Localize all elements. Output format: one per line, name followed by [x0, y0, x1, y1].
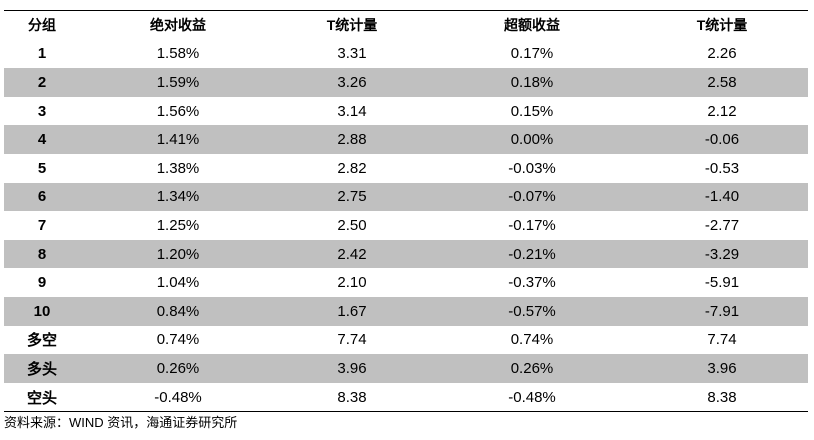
data-table: 分组 绝对收益 T统计量 超额收益 T统计量 1 1.58% 3.31 0.17% 2.26 2 1… [4, 10, 808, 413]
table-cell: 0.26% [428, 354, 636, 383]
table-cell: 9 [37, 274, 47, 292]
table-cell: -1.40 [636, 182, 808, 212]
table-row: 多空 0.74% 7.74 0.74% 7.74 [4, 326, 808, 355]
table-cell: 2.58 [636, 68, 808, 97]
table-cell: -2.77 [704, 216, 740, 234]
source-note: 资料来源：WIND 资讯，海通证券研究所 [4, 415, 238, 430]
table-row: 1 1.58% 3.31 0.17% 2.26 [4, 40, 808, 69]
table-cell: 0.26% [80, 354, 276, 383]
table-cell: 2.42 [276, 239, 428, 269]
header-cell: 分组 [28, 17, 56, 34]
table-cell: 0.74% [510, 331, 554, 349]
table-cell: 1.25% [156, 216, 200, 234]
table-cell: 6 [4, 182, 80, 212]
table-cell: 3.31 [337, 45, 367, 63]
header-row: 分组 绝对收益 T统计量 超额收益 T统计量 [4, 11, 808, 40]
table-row: 2 1.59% 3.26 0.18% 2.58 [4, 68, 808, 97]
table-cell: 2.88 [276, 125, 428, 154]
table-row: 3 1.56% 3.14 0.15% 2.12 [4, 97, 808, 126]
table-cell: 2.50 [337, 216, 367, 234]
table-cell: 1.20% [80, 239, 276, 269]
table-cell: 1 [37, 45, 47, 63]
table-cell: -0.48% [508, 388, 556, 406]
table-cell: 1.67 [276, 296, 428, 326]
table-cell: -5.91 [704, 274, 740, 292]
table-cell: 3.96 [276, 354, 428, 383]
table-row: 10 0.84% 1.67 -0.57% -7.91 [4, 296, 808, 326]
table-cell: 10 [4, 296, 80, 326]
table-cell: 4 [4, 125, 80, 154]
table-cell: 1.56% [156, 102, 200, 120]
table-cell: 0.15% [510, 102, 554, 120]
table-body: 1 1.58% 3.31 0.17% 2.26 2 1.59% 3.26 0.18% 2.58 3 1… [4, 40, 808, 412]
table-cell: 1.41% [80, 125, 276, 154]
table-cell: 8.38 [337, 388, 367, 406]
table-cell: 3.26 [276, 68, 428, 97]
table-row: 空头 -0.48% 8.38 -0.48% 8.38 [4, 383, 808, 412]
table-cell: 3.14 [337, 102, 367, 120]
table-cell: 5 [37, 159, 47, 177]
table-cell: -0.53 [704, 159, 740, 177]
table-cell: -0.57% [428, 296, 636, 326]
table-cell: 空头 [26, 389, 57, 407]
table-row: 7 1.25% 2.50 -0.17% -2.77 [4, 211, 808, 240]
header-cell: 超额收益 [504, 17, 560, 34]
table-cell: 7.74 [337, 331, 367, 349]
table-cell: -7.91 [636, 296, 808, 326]
table-cell: 7.74 [707, 331, 737, 349]
table-row: 4 1.41% 2.88 0.00% -0.06 [4, 125, 808, 154]
table-cell: 2.26 [707, 45, 737, 63]
table-cell: 7 [37, 216, 47, 234]
table-row: 多头 0.26% 3.96 0.26% 3.96 [4, 354, 808, 383]
table-cell: 3.96 [636, 354, 808, 383]
table-cell: -0.17% [508, 216, 556, 234]
table-cell: 2.12 [707, 102, 737, 120]
table-cell: 0.84% [80, 296, 276, 326]
table-cell: -0.03% [508, 159, 556, 177]
header-cell: T统计量 [696, 17, 748, 34]
table-row: 8 1.20% 2.42 -0.21% -3.29 [4, 239, 808, 269]
header-cell: 绝对收益 [150, 17, 206, 34]
table-cell: 2.75 [276, 182, 428, 212]
table-cell: -0.37% [508, 274, 556, 292]
table-cell: 2.82 [337, 159, 367, 177]
table-cell: 1.59% [80, 68, 276, 97]
table-row: 5 1.38% 2.82 -0.03% -0.53 [4, 154, 808, 183]
table-row: 6 1.34% 2.75 -0.07% -1.40 [4, 182, 808, 212]
table-cell: -0.06 [636, 125, 808, 154]
table-cell: 1.58% [156, 45, 200, 63]
table-cell: 1.38% [156, 159, 200, 177]
table-cell: 2 [4, 68, 80, 97]
table-cell: -0.21% [428, 239, 636, 269]
header-cell: T统计量 [326, 17, 378, 34]
table-cell: 多空 [26, 332, 57, 350]
table-row: 9 1.04% 2.10 -0.37% -5.91 [4, 268, 808, 297]
table-cell: 8.38 [707, 388, 737, 406]
table-cell: -3.29 [636, 239, 808, 269]
table-cell: 2.10 [337, 274, 367, 292]
table-cell: 0.17% [510, 45, 554, 63]
table-cell: 0.00% [428, 125, 636, 154]
table-cell: 1.04% [156, 274, 200, 292]
table-cell: 0.18% [428, 68, 636, 97]
table-cell: 1.34% [80, 182, 276, 212]
table-cell: -0.07% [428, 182, 636, 212]
table-cell: 多头 [4, 354, 80, 383]
table-cell: -0.48% [154, 388, 202, 406]
table-cell: 8 [4, 239, 80, 269]
table-cell: 3 [37, 102, 47, 120]
table-cell: 0.74% [156, 331, 200, 349]
